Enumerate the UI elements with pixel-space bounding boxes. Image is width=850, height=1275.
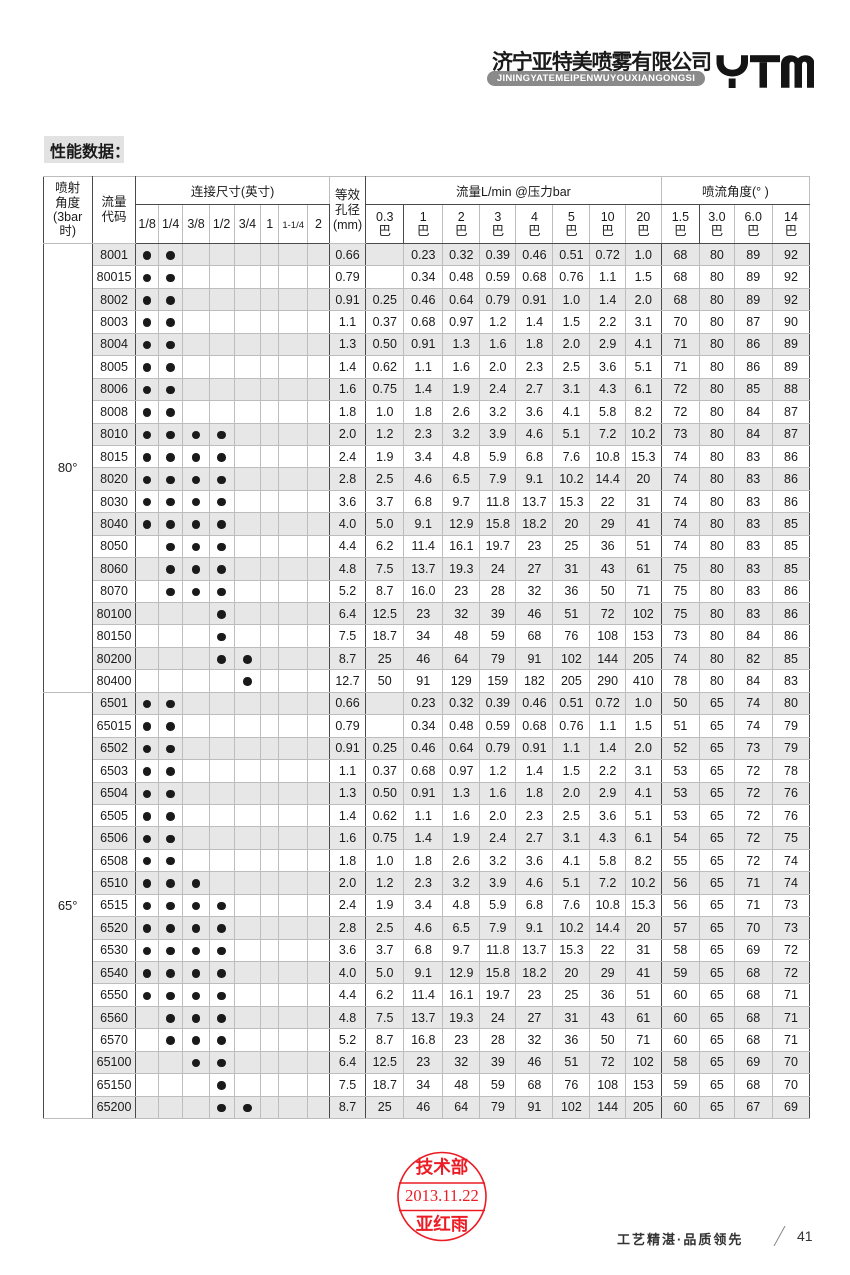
svg-text:技术部: 技术部	[416, 1157, 469, 1177]
svg-text:亚红雨: 亚红雨	[416, 1214, 469, 1234]
svg-text:2013.11.22: 2013.11.22	[405, 1186, 479, 1205]
